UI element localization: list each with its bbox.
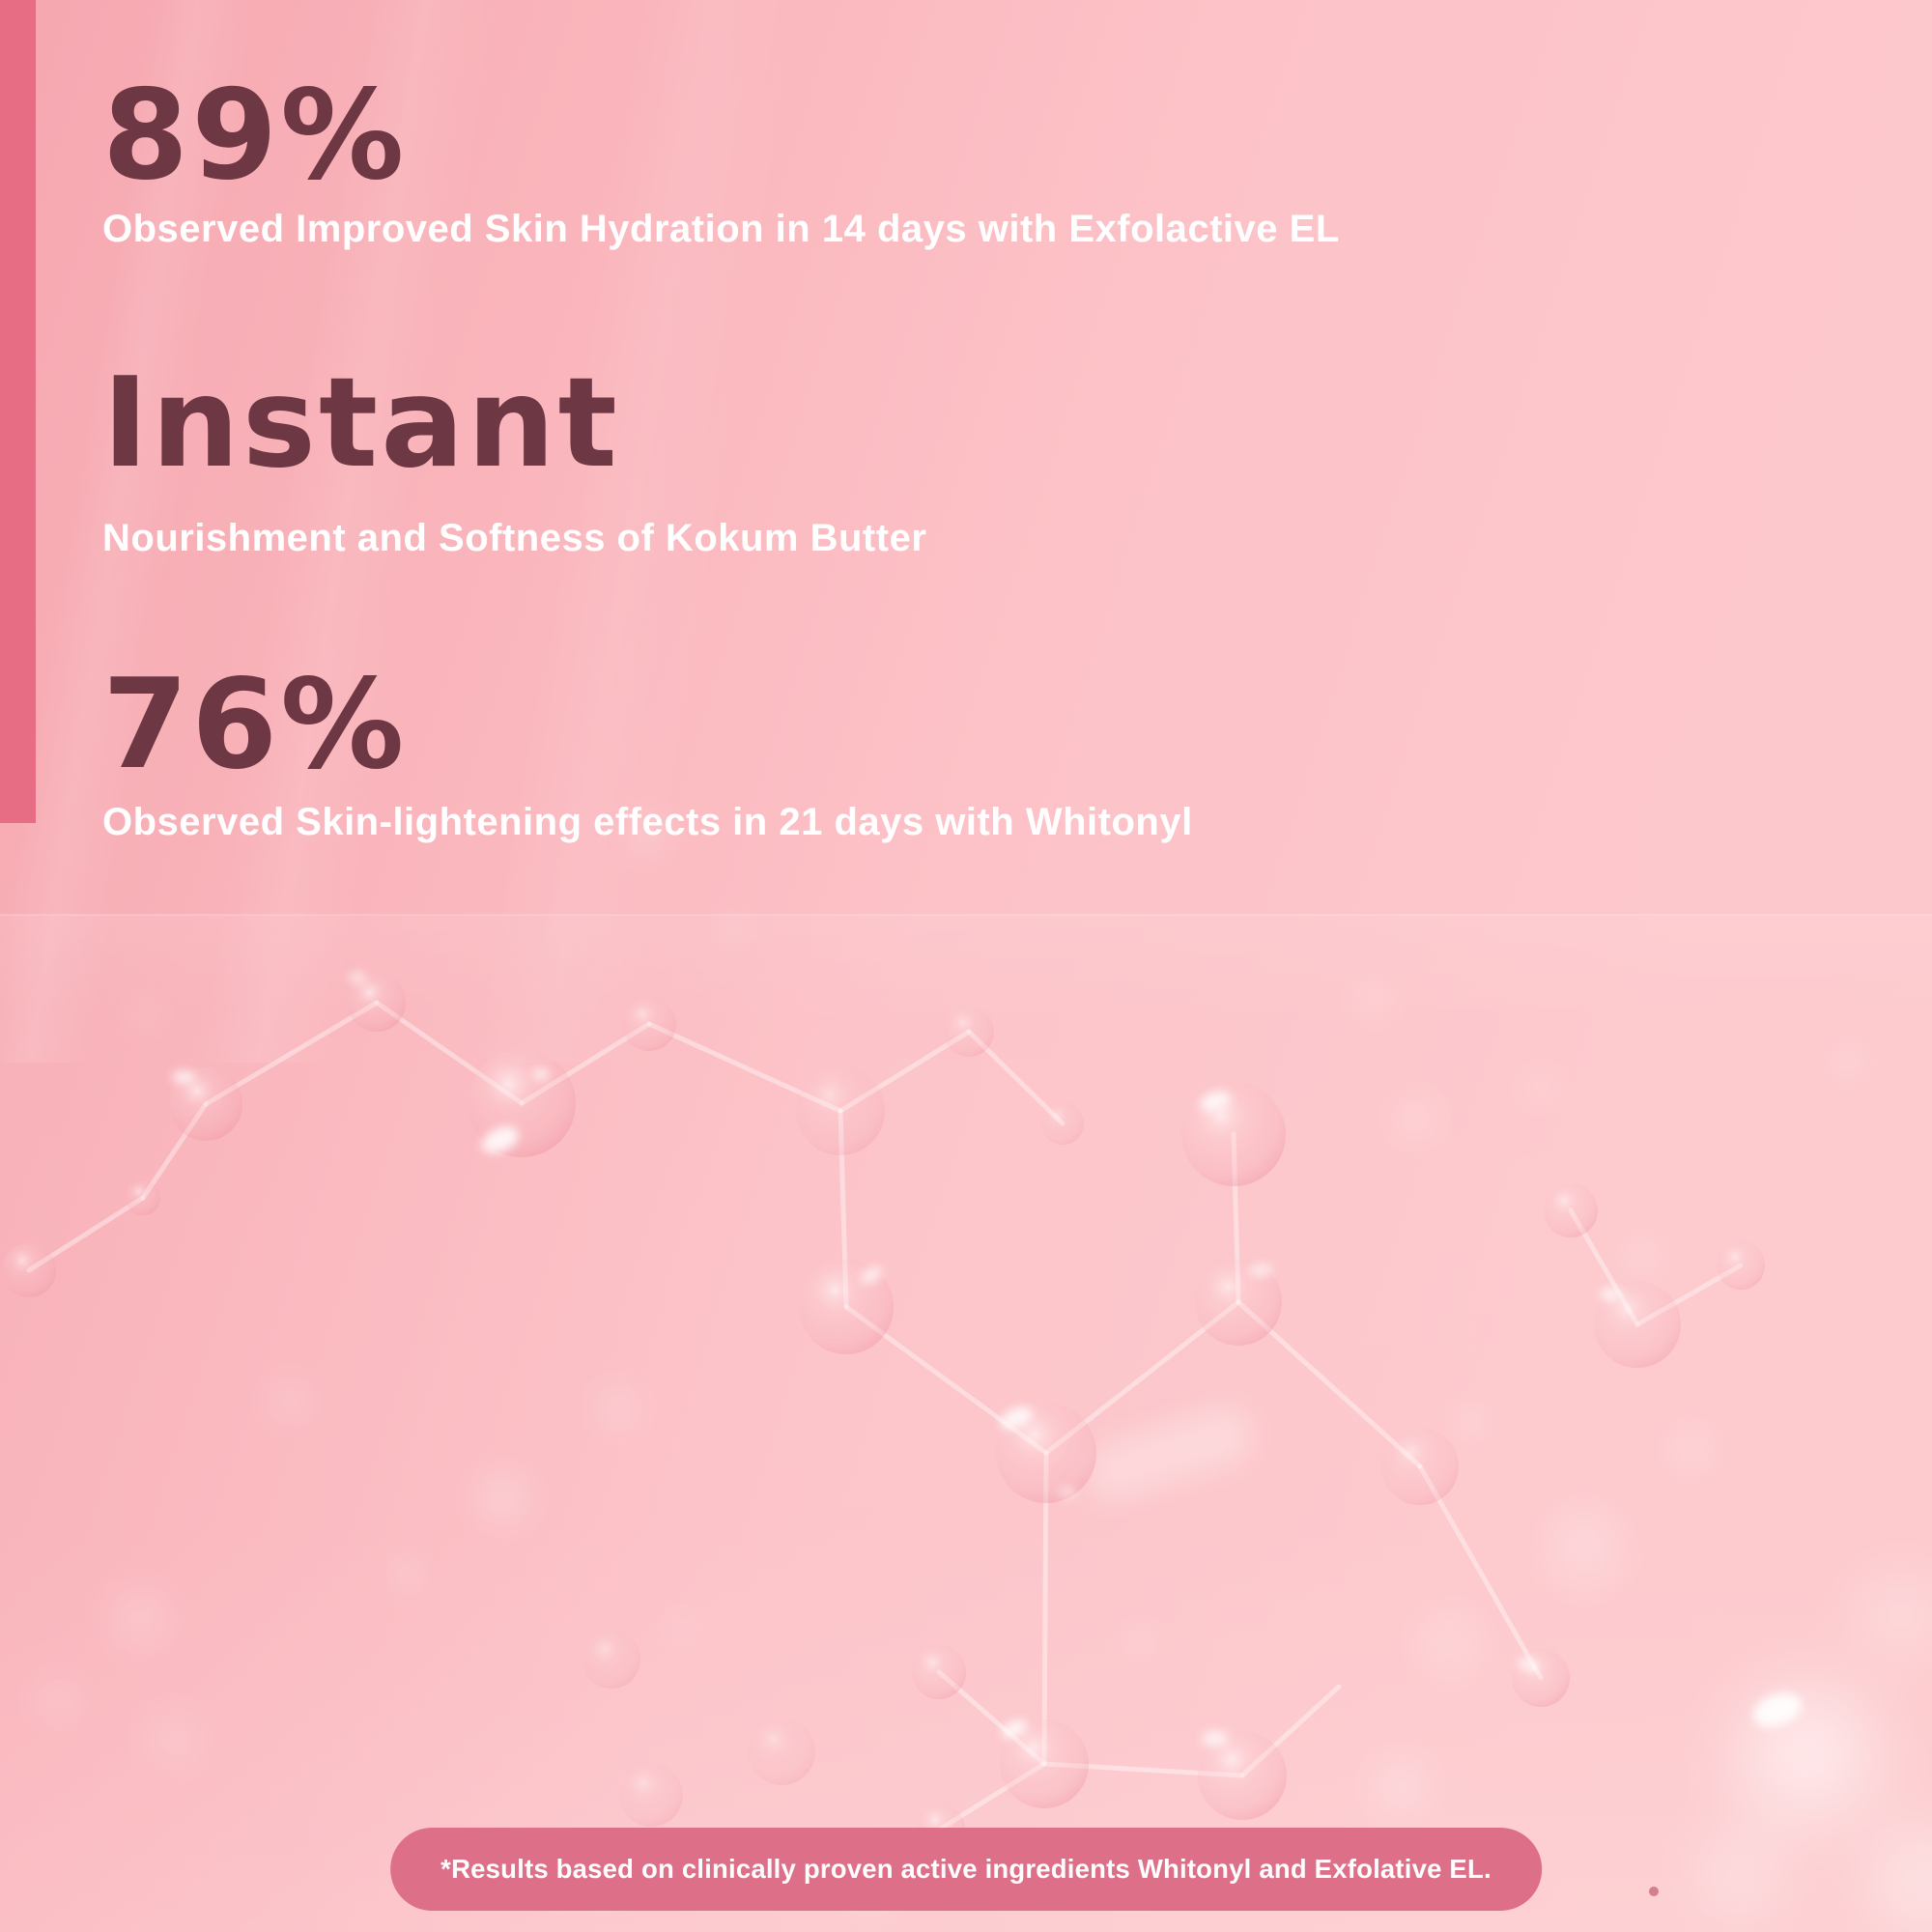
molecule-bubbles bbox=[2, 974, 1765, 1853]
stat-lightening: 76% Observed Skin-lightening effects in … bbox=[102, 653, 1874, 844]
photo-region bbox=[0, 914, 1932, 1932]
bright-glow-cluster bbox=[1671, 1557, 1932, 1932]
footnote-pill: *Results based on clinically proven acti… bbox=[390, 1828, 1542, 1911]
stat-description: Nourishment and Softness of Kokum Butter bbox=[102, 516, 927, 559]
stat-instant: Instant Nourishment and Softness of Koku… bbox=[102, 352, 1874, 560]
stat-hydration: 89% Observed Improved Skin Hydration in … bbox=[102, 64, 1874, 251]
stat-description: Observed Skin-lightening effects in 21 d… bbox=[102, 800, 1193, 843]
stat-description: Observed Improved Skin Hydration in 14 d… bbox=[102, 207, 1340, 250]
stat-value: 76% bbox=[102, 653, 408, 797]
stat-value: 89% bbox=[102, 64, 408, 208]
stat-value: Instant bbox=[102, 352, 620, 496]
bubble-highlights bbox=[172, 972, 1803, 1747]
accent-bar bbox=[0, 0, 36, 823]
footnote-text: *Results based on clinically proven acti… bbox=[440, 1854, 1492, 1884]
